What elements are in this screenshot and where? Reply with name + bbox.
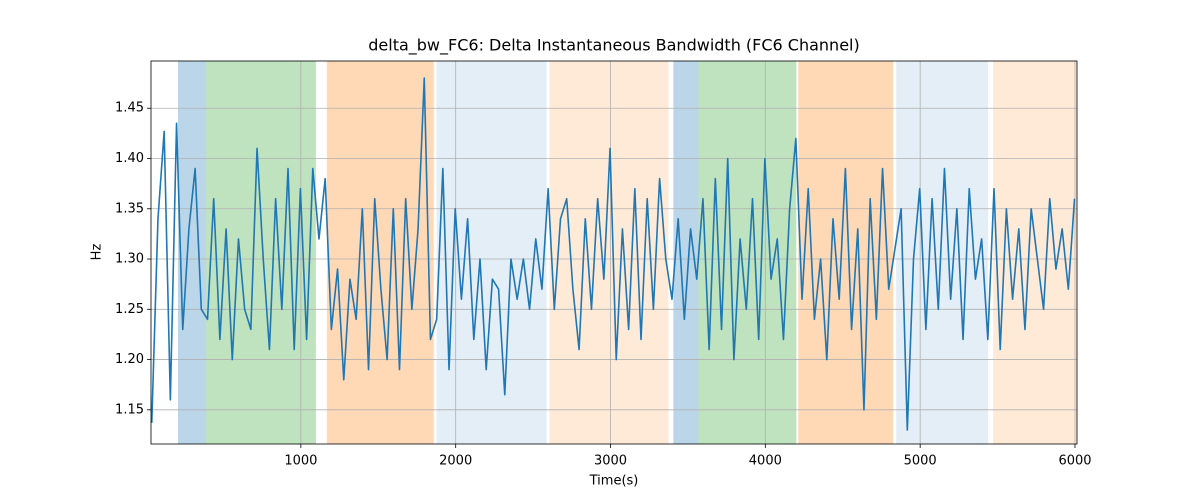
shaded-span bbox=[698, 61, 797, 444]
y-tick-label: 1.15 bbox=[115, 402, 144, 417]
shaded-span bbox=[896, 61, 989, 444]
y-tick-label: 1.35 bbox=[115, 201, 144, 216]
x-tick-label: 2000 bbox=[439, 454, 472, 469]
shaded-span bbox=[673, 61, 699, 444]
shaded-span bbox=[436, 61, 547, 444]
x-tick-label: 1000 bbox=[284, 454, 317, 469]
shaded-span bbox=[205, 61, 316, 444]
shaded-span bbox=[326, 61, 434, 444]
y-tick-label: 1.30 bbox=[115, 252, 144, 267]
y-tick-label: 1.45 bbox=[115, 101, 144, 116]
y-tick-label: 1.20 bbox=[115, 352, 144, 367]
shaded-span bbox=[549, 61, 669, 444]
data-line bbox=[151, 77, 1076, 431]
y-axis-label: Hz bbox=[90, 244, 105, 261]
y-tick-label: 1.25 bbox=[115, 302, 144, 317]
plot bbox=[151, 77, 1076, 431]
shaded-span bbox=[177, 61, 206, 444]
shaded-span bbox=[798, 61, 894, 444]
shaded-span bbox=[993, 61, 1077, 444]
chart-title: delta_bw_FC6: Delta Instantaneous Bandwi… bbox=[368, 36, 859, 56]
x-axis-label: Time(s) bbox=[589, 474, 639, 489]
x-tick-label: 6000 bbox=[1058, 454, 1091, 469]
y-tick-label: 1.40 bbox=[115, 151, 144, 166]
x-tick-label: 5000 bbox=[904, 454, 937, 469]
x-tick-label: 3000 bbox=[594, 454, 627, 469]
x-tick-label: 4000 bbox=[749, 454, 782, 469]
spans bbox=[177, 61, 1077, 444]
ticks: 1000 2000 3000 4000 5000 6000 1.15 1.20 1.25 1.30… bbox=[115, 101, 1091, 469]
axes-frame bbox=[150, 60, 1078, 445]
